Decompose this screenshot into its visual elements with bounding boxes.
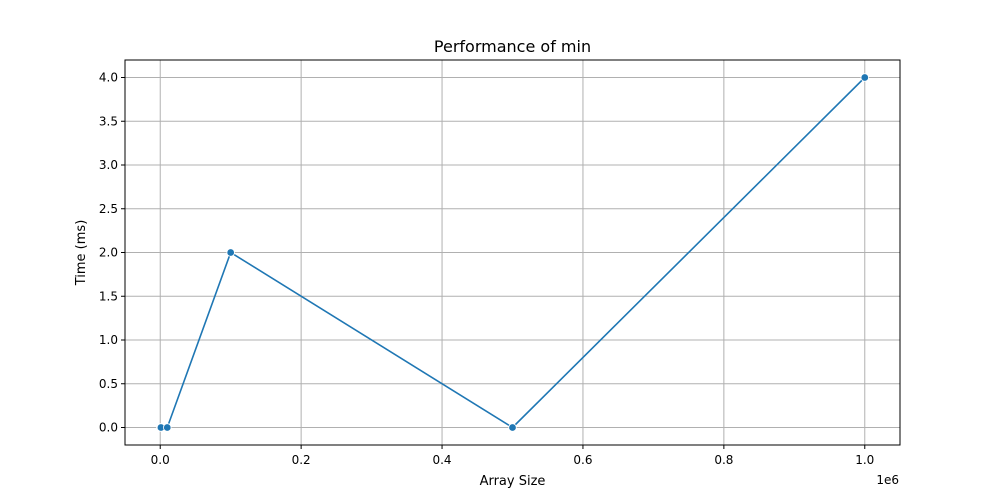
- y-tick-label: 4.0: [99, 71, 118, 85]
- data-point: [508, 423, 517, 432]
- y-axis-label: Time (ms): [74, 220, 89, 287]
- x-tick-label: 0.8: [714, 453, 733, 467]
- y-tick-label: 0.5: [99, 377, 118, 391]
- y-tick-label: 1.5: [99, 289, 118, 303]
- y-tick-label: 2.0: [99, 246, 118, 260]
- data-point: [860, 73, 869, 82]
- y-tick-label: 3.0: [99, 158, 118, 172]
- data-point: [163, 423, 172, 432]
- y-axis-ticks: 0.0 0.5 1.0 1.5 2.0 2.5 3.0 3.5 4.0: [99, 71, 125, 435]
- x-tick-label: 0.0: [151, 453, 170, 467]
- grid-lines: [125, 60, 900, 445]
- x-axis-label: Array Size: [480, 474, 546, 489]
- x-axis-ticks: 0.0 0.2 0.4 0.6 0.8 1.0: [151, 445, 874, 467]
- x-tick-label: 0.6: [573, 453, 592, 467]
- data-point: [226, 248, 235, 257]
- x-tick-label: 0.2: [292, 453, 311, 467]
- series-layer: [156, 73, 869, 432]
- x-tick-label: 0.4: [432, 453, 451, 467]
- y-tick-label: 0.0: [99, 421, 118, 435]
- chart-title: Performance of min: [434, 37, 591, 56]
- y-tick-label: 3.5: [99, 114, 118, 128]
- y-tick-label: 1.0: [99, 333, 118, 347]
- y-tick-label: 2.5: [99, 202, 118, 216]
- x-tick-label: 1.0: [855, 453, 874, 467]
- x-axis-offset-label: 1e6: [876, 473, 899, 487]
